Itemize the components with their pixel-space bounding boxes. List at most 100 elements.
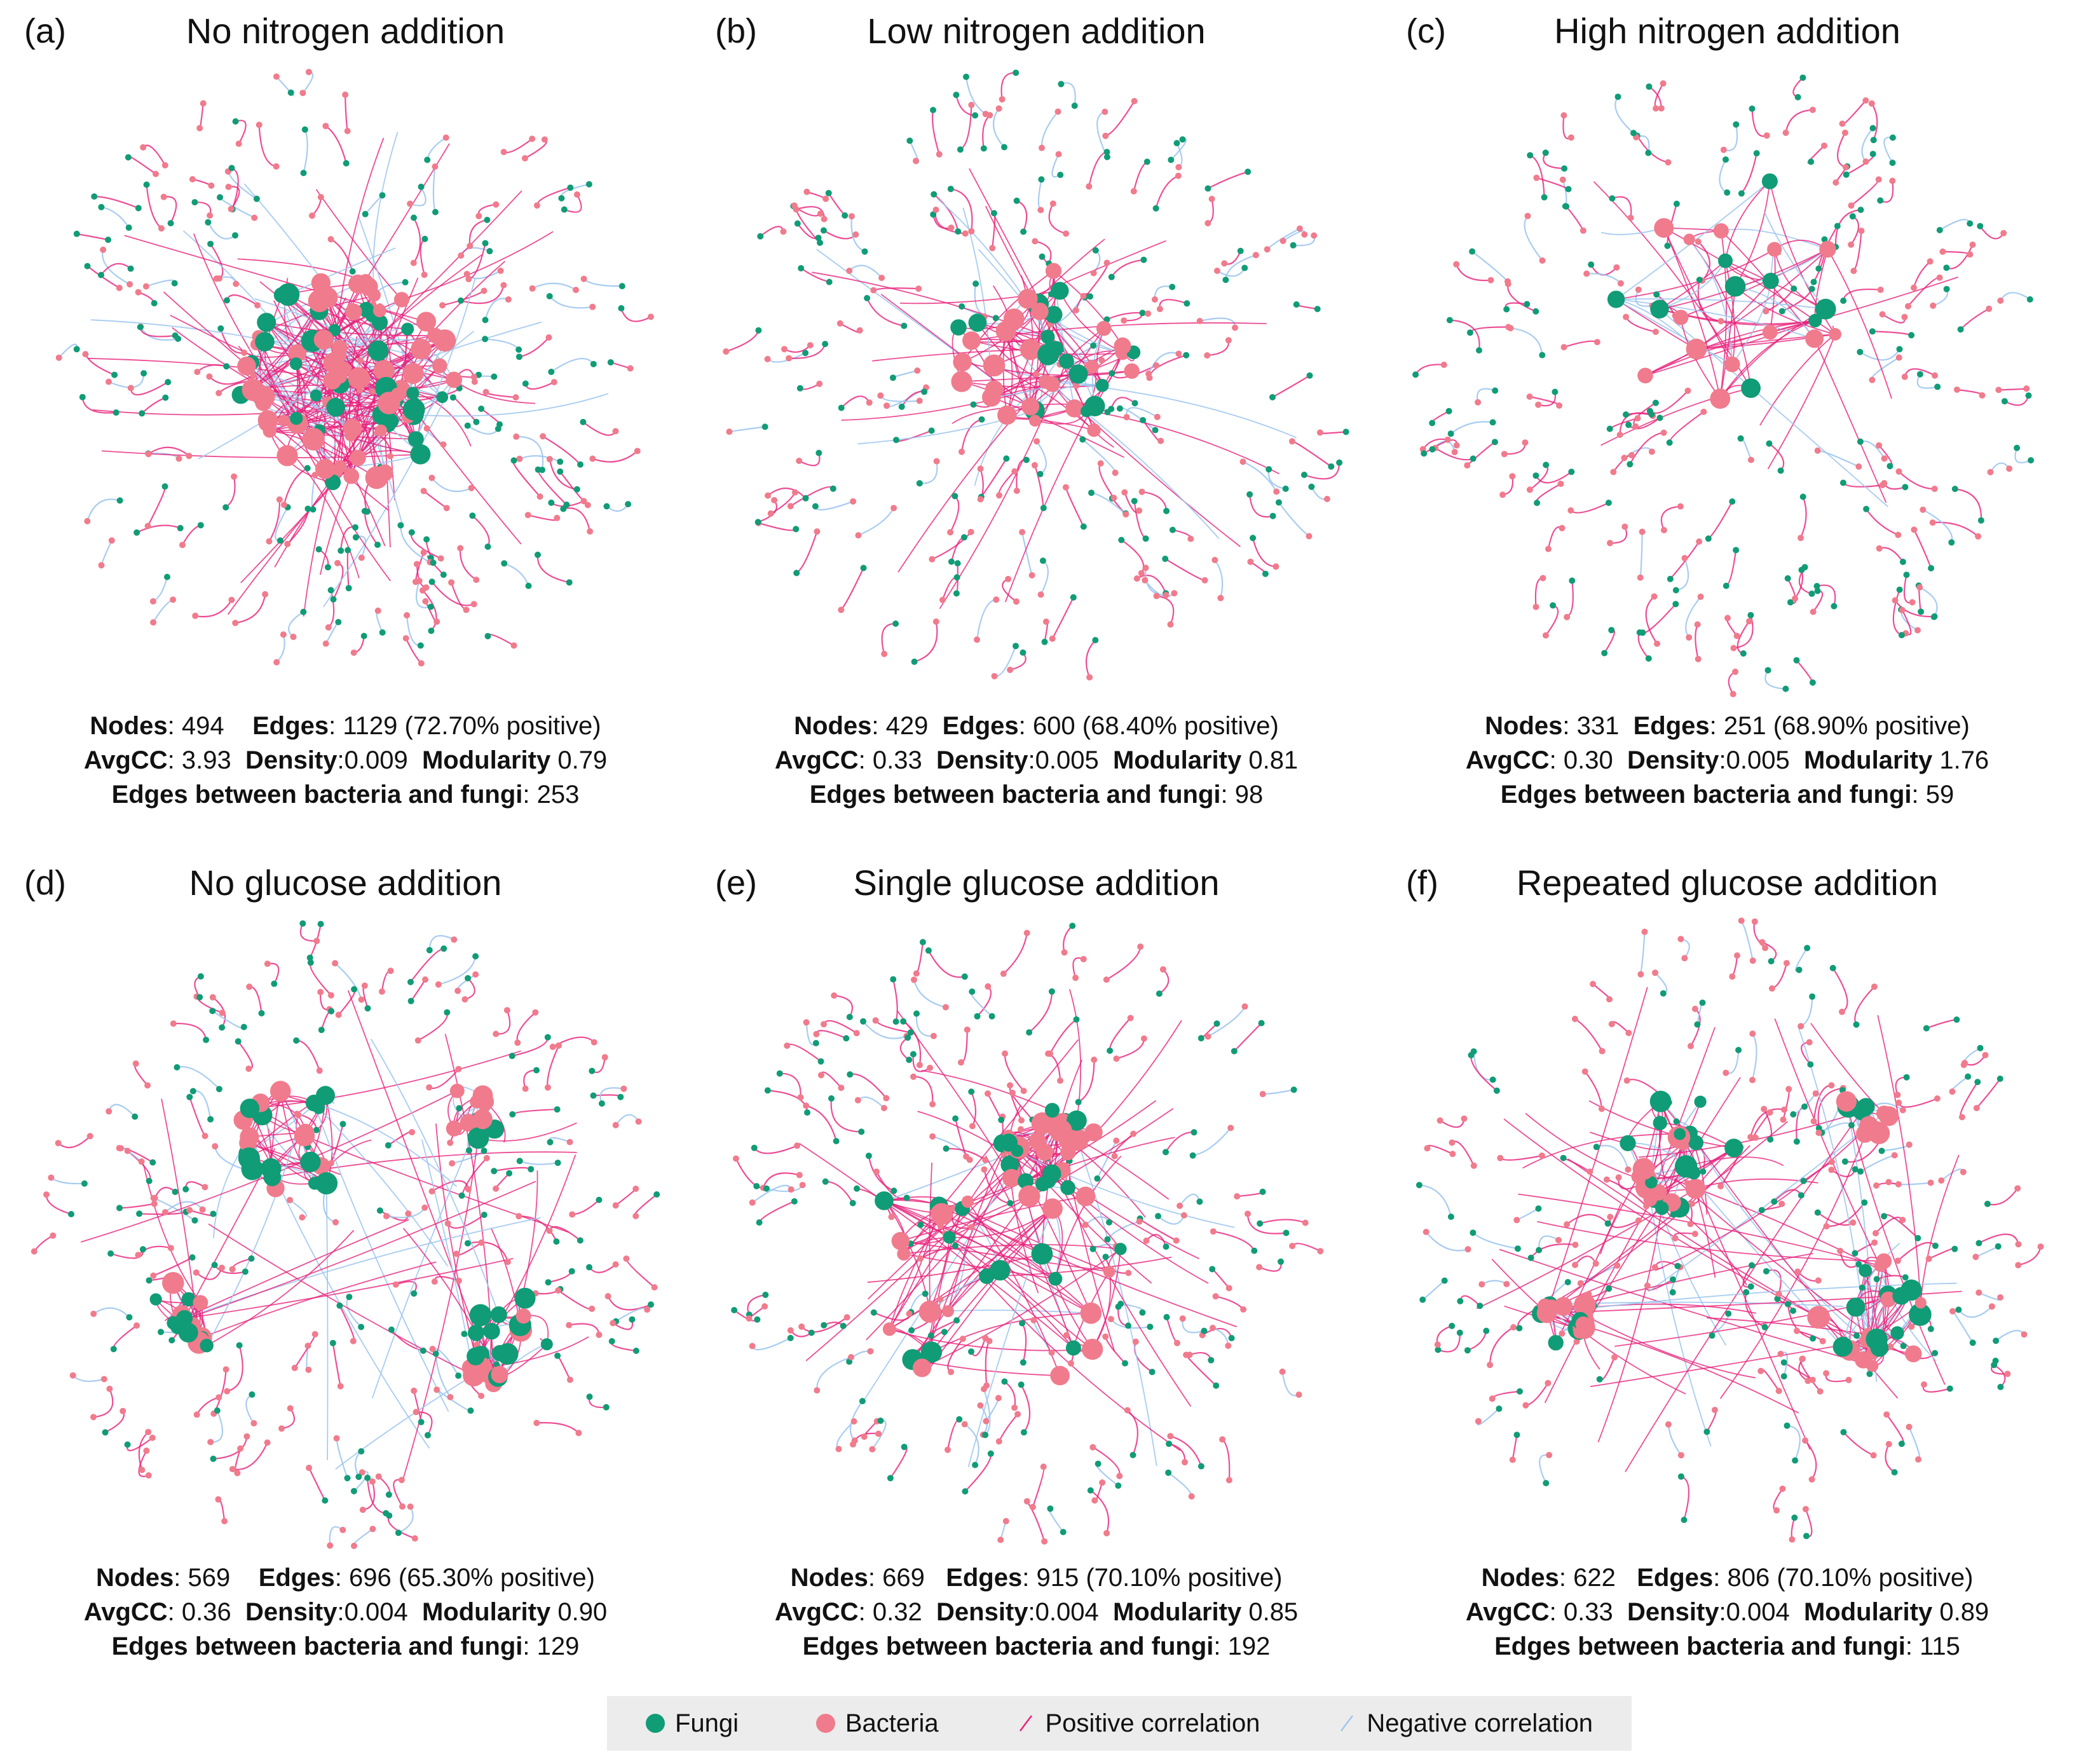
bacteria-node bbox=[1487, 277, 1494, 284]
positive-edge bbox=[1164, 558, 1205, 581]
positive-edge bbox=[1541, 1303, 1757, 1315]
fungi-node bbox=[257, 313, 276, 332]
positive-edge bbox=[105, 1411, 125, 1433]
positive-edge bbox=[1645, 280, 1771, 376]
positive-edge bbox=[1252, 538, 1276, 568]
positive-edge bbox=[1584, 1071, 1603, 1109]
bacteria-node bbox=[732, 1155, 739, 1162]
bacteria-node bbox=[1096, 320, 1112, 336]
fungi-node bbox=[1155, 1213, 1161, 1220]
positive-edge bbox=[1237, 1191, 1264, 1198]
bacteria-node bbox=[1142, 564, 1149, 571]
fungi-node bbox=[793, 526, 800, 533]
bacteria-node bbox=[803, 1019, 810, 1026]
fungi-node bbox=[307, 959, 314, 966]
fungi-node bbox=[417, 642, 424, 649]
bacteria-node bbox=[478, 1393, 485, 1399]
density-label: Density bbox=[1627, 746, 1719, 774]
fungi-node bbox=[858, 1128, 865, 1135]
bacteria-node bbox=[916, 397, 923, 404]
bacteria-node bbox=[1539, 257, 1546, 264]
negative-edge bbox=[937, 198, 1056, 349]
fungi-node bbox=[1977, 517, 1984, 524]
bacteria-node bbox=[807, 342, 814, 349]
fungi-node bbox=[970, 401, 977, 408]
bacteria-node bbox=[1175, 164, 1182, 170]
bacteria-node bbox=[1734, 952, 1740, 959]
fungi-node bbox=[386, 1512, 393, 1519]
positive-edge bbox=[758, 1200, 795, 1223]
fungi-node bbox=[842, 212, 849, 219]
bacteria-node bbox=[491, 1365, 508, 1383]
fungi-node bbox=[1051, 282, 1069, 300]
fungi-node bbox=[877, 1418, 884, 1424]
fungi-node bbox=[1853, 1021, 1860, 1028]
bacteria-node bbox=[1157, 437, 1164, 444]
fungi-node bbox=[802, 350, 809, 357]
fungi-node bbox=[1115, 1482, 1122, 1489]
positive-edge bbox=[867, 1253, 1042, 1283]
fungi-node bbox=[151, 300, 158, 306]
fungi-node bbox=[557, 458, 564, 465]
bacteria-node bbox=[1227, 1125, 1234, 1132]
bacteria-node bbox=[1805, 329, 1824, 348]
positive-edge bbox=[1555, 1203, 1621, 1343]
fungi-node bbox=[1269, 512, 1276, 519]
positive-edge bbox=[815, 1030, 847, 1039]
bacteria-node bbox=[1660, 80, 1667, 87]
fungi-node bbox=[98, 271, 104, 278]
bacteria-node bbox=[387, 967, 394, 974]
fungi-node bbox=[931, 191, 938, 198]
positive-edge bbox=[1000, 72, 1016, 100]
bacteria-node bbox=[914, 367, 921, 374]
negative-edge bbox=[1539, 1454, 1550, 1484]
fungi-node bbox=[1758, 1207, 1765, 1214]
bacteria-node bbox=[304, 1343, 311, 1350]
positive-edge bbox=[1564, 340, 1598, 348]
fungi-node bbox=[794, 220, 801, 227]
positive-edge bbox=[921, 1070, 1053, 1111]
bacteria-node bbox=[1225, 1477, 1232, 1484]
fungi-node bbox=[956, 1416, 963, 1423]
bacteria-node bbox=[1557, 481, 1564, 488]
negative-edge bbox=[583, 278, 622, 287]
fungi-node bbox=[379, 192, 386, 199]
fungi-node bbox=[1464, 1347, 1471, 1354]
fungi-node bbox=[1984, 1200, 1991, 1207]
fungi-node bbox=[921, 388, 928, 395]
positive-edge bbox=[1719, 286, 1736, 399]
bacteria-node bbox=[817, 1072, 824, 1079]
positive-edge bbox=[1846, 1101, 1946, 1385]
bacteria-node bbox=[1858, 228, 1865, 235]
bacteria-node bbox=[322, 640, 329, 647]
positive-edge bbox=[1787, 1304, 1813, 1339]
fungi-node bbox=[821, 1322, 828, 1329]
fungi-node bbox=[484, 544, 491, 550]
negative-edge bbox=[1659, 260, 1726, 310]
positive-edge bbox=[1134, 1341, 1153, 1373]
bacteria-node bbox=[1648, 448, 1655, 455]
fungi-node bbox=[982, 1432, 989, 1439]
bacteria-node bbox=[84, 517, 91, 524]
positive-edge bbox=[1645, 596, 1658, 645]
negative-edge bbox=[1908, 1426, 1921, 1460]
fungi-node bbox=[335, 619, 342, 626]
bacteria-node bbox=[302, 428, 325, 451]
fungi-node bbox=[509, 1111, 516, 1118]
positive-edge bbox=[1440, 1118, 1465, 1128]
fungi-node bbox=[1087, 293, 1093, 300]
bacteria-node bbox=[1785, 1086, 1792, 1093]
positive-edge bbox=[163, 196, 177, 224]
positive-edge bbox=[542, 435, 581, 465]
bacteria-node bbox=[985, 983, 992, 990]
bacteria-node bbox=[1683, 233, 1695, 245]
positive-edge bbox=[1566, 205, 1584, 231]
negative-edge bbox=[325, 1183, 329, 1461]
fungi-node bbox=[1117, 1301, 1124, 1308]
negative-edge bbox=[276, 634, 285, 663]
positive-edge bbox=[202, 1261, 437, 1338]
negative-edge bbox=[1861, 127, 1874, 162]
positive-edge bbox=[1507, 284, 1536, 312]
bacteria-node bbox=[1799, 1355, 1806, 1362]
positive-edge bbox=[1719, 1125, 1870, 1399]
